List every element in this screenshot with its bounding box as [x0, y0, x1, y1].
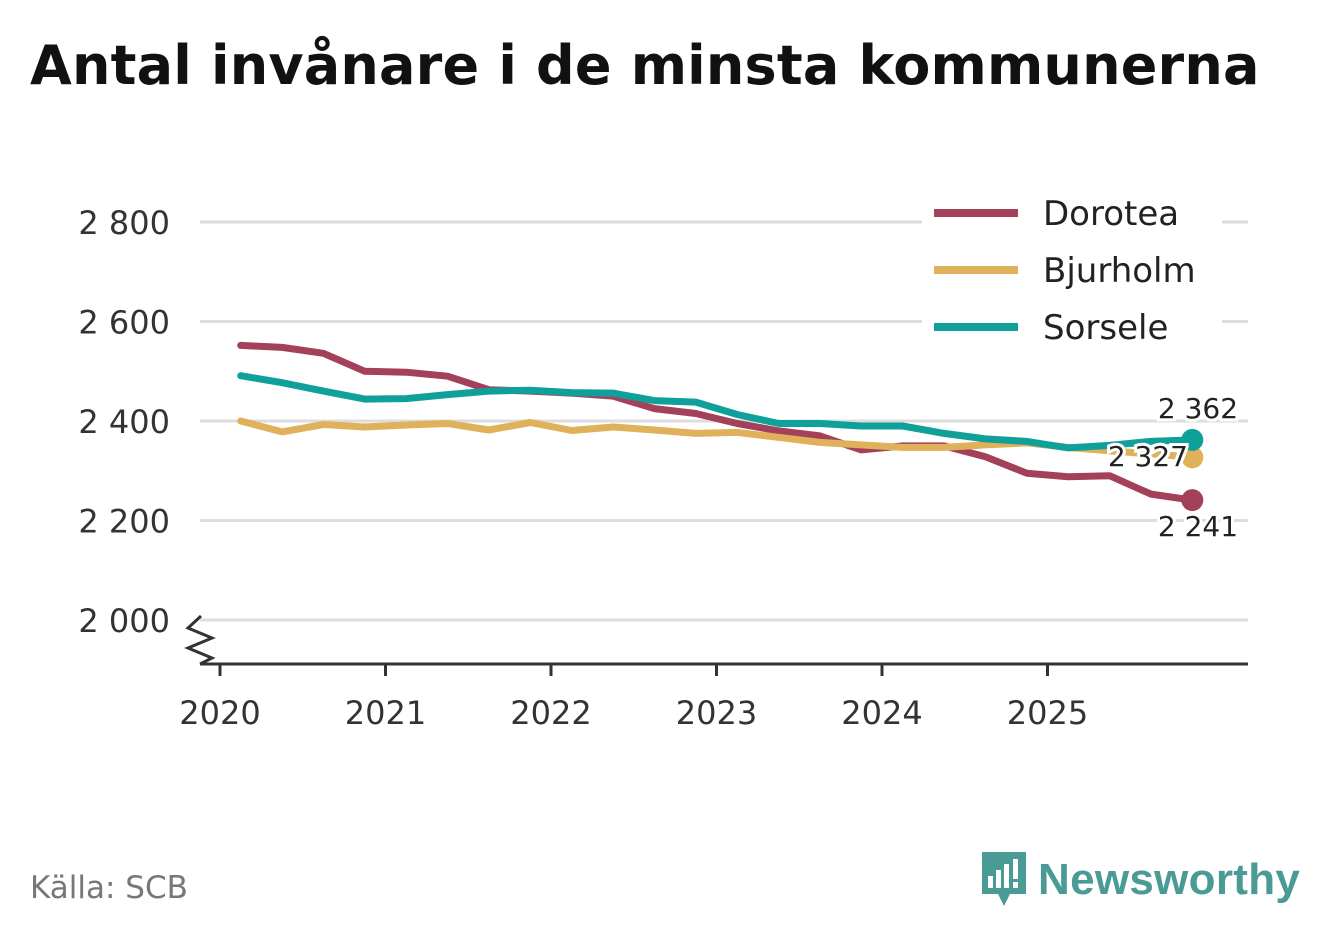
- end-label-dorotea: 2 241: [1158, 510, 1238, 543]
- x-tick-label: 2024: [841, 694, 922, 732]
- series-line-bjurholm: [237, 417, 1196, 461]
- legend-label-sorsele: Sorsele: [1043, 308, 1168, 348]
- end-labels: 2 241 2 327 2 362: [1105, 389, 1241, 546]
- end-point-bjurholm: [1181, 446, 1204, 469]
- end-label-bjurholm: 2 327: [1108, 440, 1188, 473]
- chart-title: Antal invånare i de minsta kommunerna: [30, 34, 1260, 97]
- axes: 2 000 2 200 2 400 2 600 2 800 2020 2021 2022 202…: [78, 204, 1248, 732]
- series-line-dorotea: [237, 341, 1196, 504]
- x-tick-label: 2023: [676, 694, 757, 732]
- series-line-sorsele: [237, 372, 1196, 452]
- end-label-sorsele: 2 362: [1158, 392, 1238, 425]
- x-tick-label: 2025: [1007, 694, 1088, 732]
- end-point-sorsele: [1181, 428, 1204, 451]
- brand-name: Newsworthy: [1038, 855, 1301, 904]
- y-tick-label: 2 800: [78, 204, 170, 242]
- y-tick-label: 2 000: [78, 602, 170, 640]
- x-tick-label: 2020: [179, 694, 260, 732]
- y-tick-label: 2 600: [78, 304, 170, 342]
- axis-break-mark: [184, 614, 216, 666]
- y-tick-label: 2 400: [78, 403, 170, 441]
- legend-label-bjurholm: Bjurholm: [1043, 251, 1196, 291]
- x-tick-label: 2021: [345, 694, 426, 732]
- series-lines: [237, 341, 1196, 504]
- source-note: Källa: SCB: [30, 870, 188, 906]
- x-tick-label: 2022: [510, 694, 591, 732]
- legend-label-dorotea: Dorotea: [1043, 194, 1179, 234]
- newsworthy-logo-icon: [982, 852, 1026, 906]
- y-tick-label: 2 200: [78, 503, 170, 541]
- legend: Dorotea Bjurholm Sorsele: [922, 188, 1222, 358]
- end-point-dorotea: [1181, 489, 1204, 512]
- brand: Newsworthy: [980, 850, 1300, 910]
- line-chart: 2 000 2 200 2 400 2 600 2 800 2020 2021 2022 202…: [78, 188, 1248, 732]
